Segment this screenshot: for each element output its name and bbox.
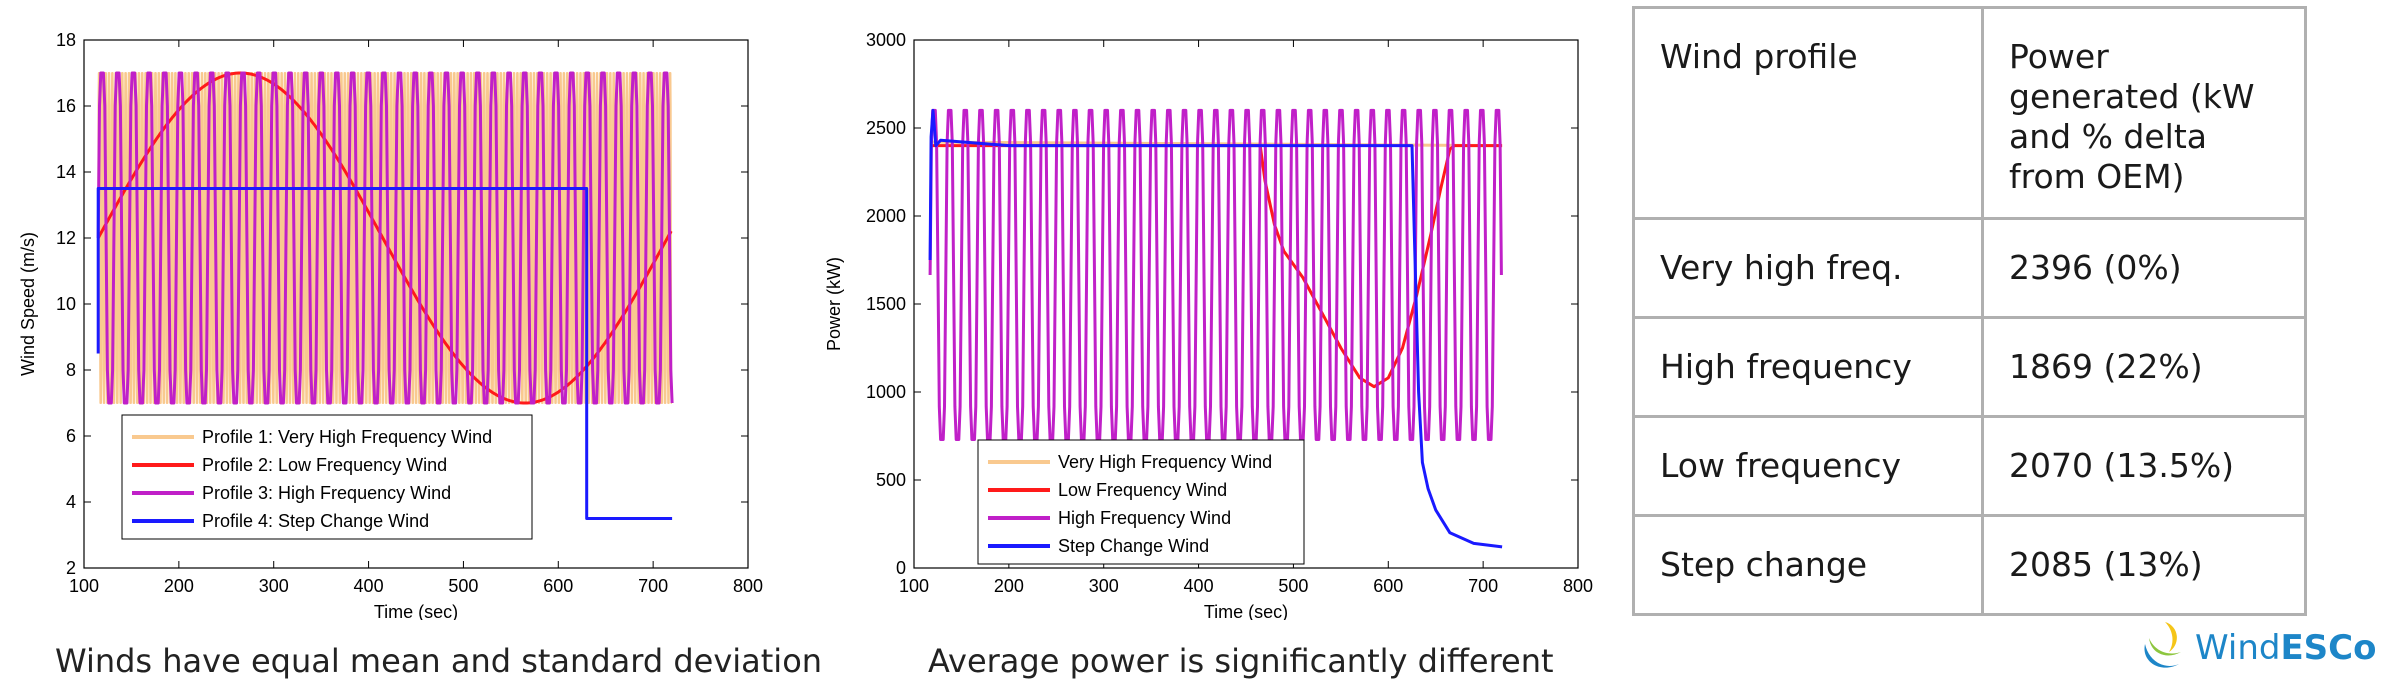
y-axis-label: Wind Speed (m/s) bbox=[18, 232, 38, 376]
series-group bbox=[928, 108, 1503, 549]
x-tick-label: 300 bbox=[259, 576, 289, 596]
y-tick-label: 16 bbox=[56, 96, 76, 116]
y-tick-label: 1000 bbox=[866, 382, 906, 402]
legend-label: High Frequency Wind bbox=[1058, 508, 1231, 528]
y-tick-label: 2500 bbox=[866, 118, 906, 138]
power-results-table: Wind profile Power generated (kW and % d… bbox=[1632, 6, 2307, 616]
series-line-4 bbox=[96, 187, 673, 520]
wind-speed-chart: 100 200 300 400 500 600 700 800 2 4 6 8 10 12 14 16 18 Ti… bbox=[18, 30, 763, 620]
x-axis-label: Time (sec) bbox=[374, 602, 458, 620]
x-tick-label: 700 bbox=[638, 576, 668, 596]
x-tick-label: 600 bbox=[543, 576, 573, 596]
table-cell-power: 2396 (0%) bbox=[1981, 217, 2307, 319]
x-tick-label: 500 bbox=[448, 576, 478, 596]
table-header-wind-profile: Wind profile bbox=[1632, 6, 1984, 220]
series-line-3 bbox=[96, 71, 674, 405]
x-tick-label: 400 bbox=[354, 576, 384, 596]
series-line-4 bbox=[928, 108, 1503, 549]
y-tick-label: 4 bbox=[66, 492, 76, 512]
table-row: High frequency 1869 (22%) bbox=[1632, 316, 2307, 418]
table-cell-power: 2085 (13%) bbox=[1981, 514, 2307, 616]
y-tick-label: 14 bbox=[56, 162, 76, 182]
table-cell-power: 1869 (22%) bbox=[1981, 316, 2307, 418]
y-tick-label: 12 bbox=[56, 228, 76, 248]
x-tick-label: 700 bbox=[1468, 576, 1498, 596]
y-tick-label: 2 bbox=[66, 558, 76, 578]
y-tick-label: 8 bbox=[66, 360, 76, 380]
legend: Very High Frequency Wind Low Frequency Wi… bbox=[977, 439, 1305, 565]
table-row: Very high freq. 2396 (0%) bbox=[1632, 217, 2307, 319]
x-tick-label: 500 bbox=[1278, 576, 1308, 596]
table-header-row: Wind profile Power generated (kW and % d… bbox=[1632, 6, 2307, 220]
x-tick-label: 300 bbox=[1089, 576, 1119, 596]
legend-label: Profile 1: Very High Frequency Wind bbox=[202, 427, 492, 447]
middle-chart-caption: Average power is significantly different bbox=[928, 642, 1554, 680]
table-row: Step change 2085 (13%) bbox=[1632, 514, 2307, 616]
table-cell-power: 2070 (13.5%) bbox=[1981, 415, 2307, 517]
x-tick-label: 200 bbox=[164, 576, 194, 596]
table-cell-profile: Low frequency bbox=[1632, 415, 1984, 517]
x-tick-label: 600 bbox=[1373, 576, 1403, 596]
y-tick-label: 18 bbox=[56, 30, 76, 50]
y-tick-label: 2000 bbox=[866, 206, 906, 226]
windesco-logo: WindESCo bbox=[2135, 618, 2385, 678]
windesco-swirl-icon bbox=[2144, 622, 2181, 668]
y-tick-label: 1500 bbox=[866, 294, 906, 314]
x-tick-label: 800 bbox=[733, 576, 763, 596]
legend-label: Very High Frequency Wind bbox=[1058, 452, 1272, 472]
y-axis-label: Power (kW) bbox=[824, 257, 844, 351]
y-tick-label: 6 bbox=[66, 426, 76, 446]
power-chart: 100 200 300 400 500 600 700 800 0 500 1000 1500 2000… bbox=[824, 30, 1593, 620]
x-tick-label: 400 bbox=[1184, 576, 1214, 596]
legend-label: Step Change Wind bbox=[1058, 536, 1209, 556]
table-cell-profile: Step change bbox=[1632, 514, 1984, 616]
x-tick-label: 100 bbox=[69, 576, 99, 596]
table-row: Low frequency 2070 (13.5%) bbox=[1632, 415, 2307, 517]
legend-label: Profile 3: High Frequency Wind bbox=[202, 483, 451, 503]
x-tick-label: 200 bbox=[994, 576, 1024, 596]
series-group bbox=[96, 71, 674, 520]
y-tick-label: 3000 bbox=[866, 30, 906, 50]
legend-label: Low Frequency Wind bbox=[1058, 480, 1227, 500]
y-tick-label: 500 bbox=[876, 470, 906, 490]
x-tick-label: 100 bbox=[899, 576, 929, 596]
y-tick-label: 0 bbox=[896, 558, 906, 578]
legend-label: Profile 2: Low Frequency Wind bbox=[202, 455, 447, 475]
x-tick-label: 800 bbox=[1563, 576, 1593, 596]
legend: Profile 1: Very High Frequency Wind Profi… bbox=[121, 414, 533, 540]
table-cell-profile: High frequency bbox=[1632, 316, 1984, 418]
series-line-3 bbox=[928, 108, 1503, 441]
legend-label: Profile 4: Step Change Wind bbox=[202, 511, 429, 531]
x-axis-label: Time (sec) bbox=[1204, 602, 1288, 620]
table-header-power-generated: Power generated (kW and % delta from OEM… bbox=[1981, 6, 2307, 220]
left-chart-caption: Winds have equal mean and standard devia… bbox=[55, 642, 823, 680]
y-tick-label: 10 bbox=[56, 294, 76, 314]
windesco-logo-text: WindESCo bbox=[2195, 628, 2377, 668]
table-cell-profile: Very high freq. bbox=[1632, 217, 1984, 319]
